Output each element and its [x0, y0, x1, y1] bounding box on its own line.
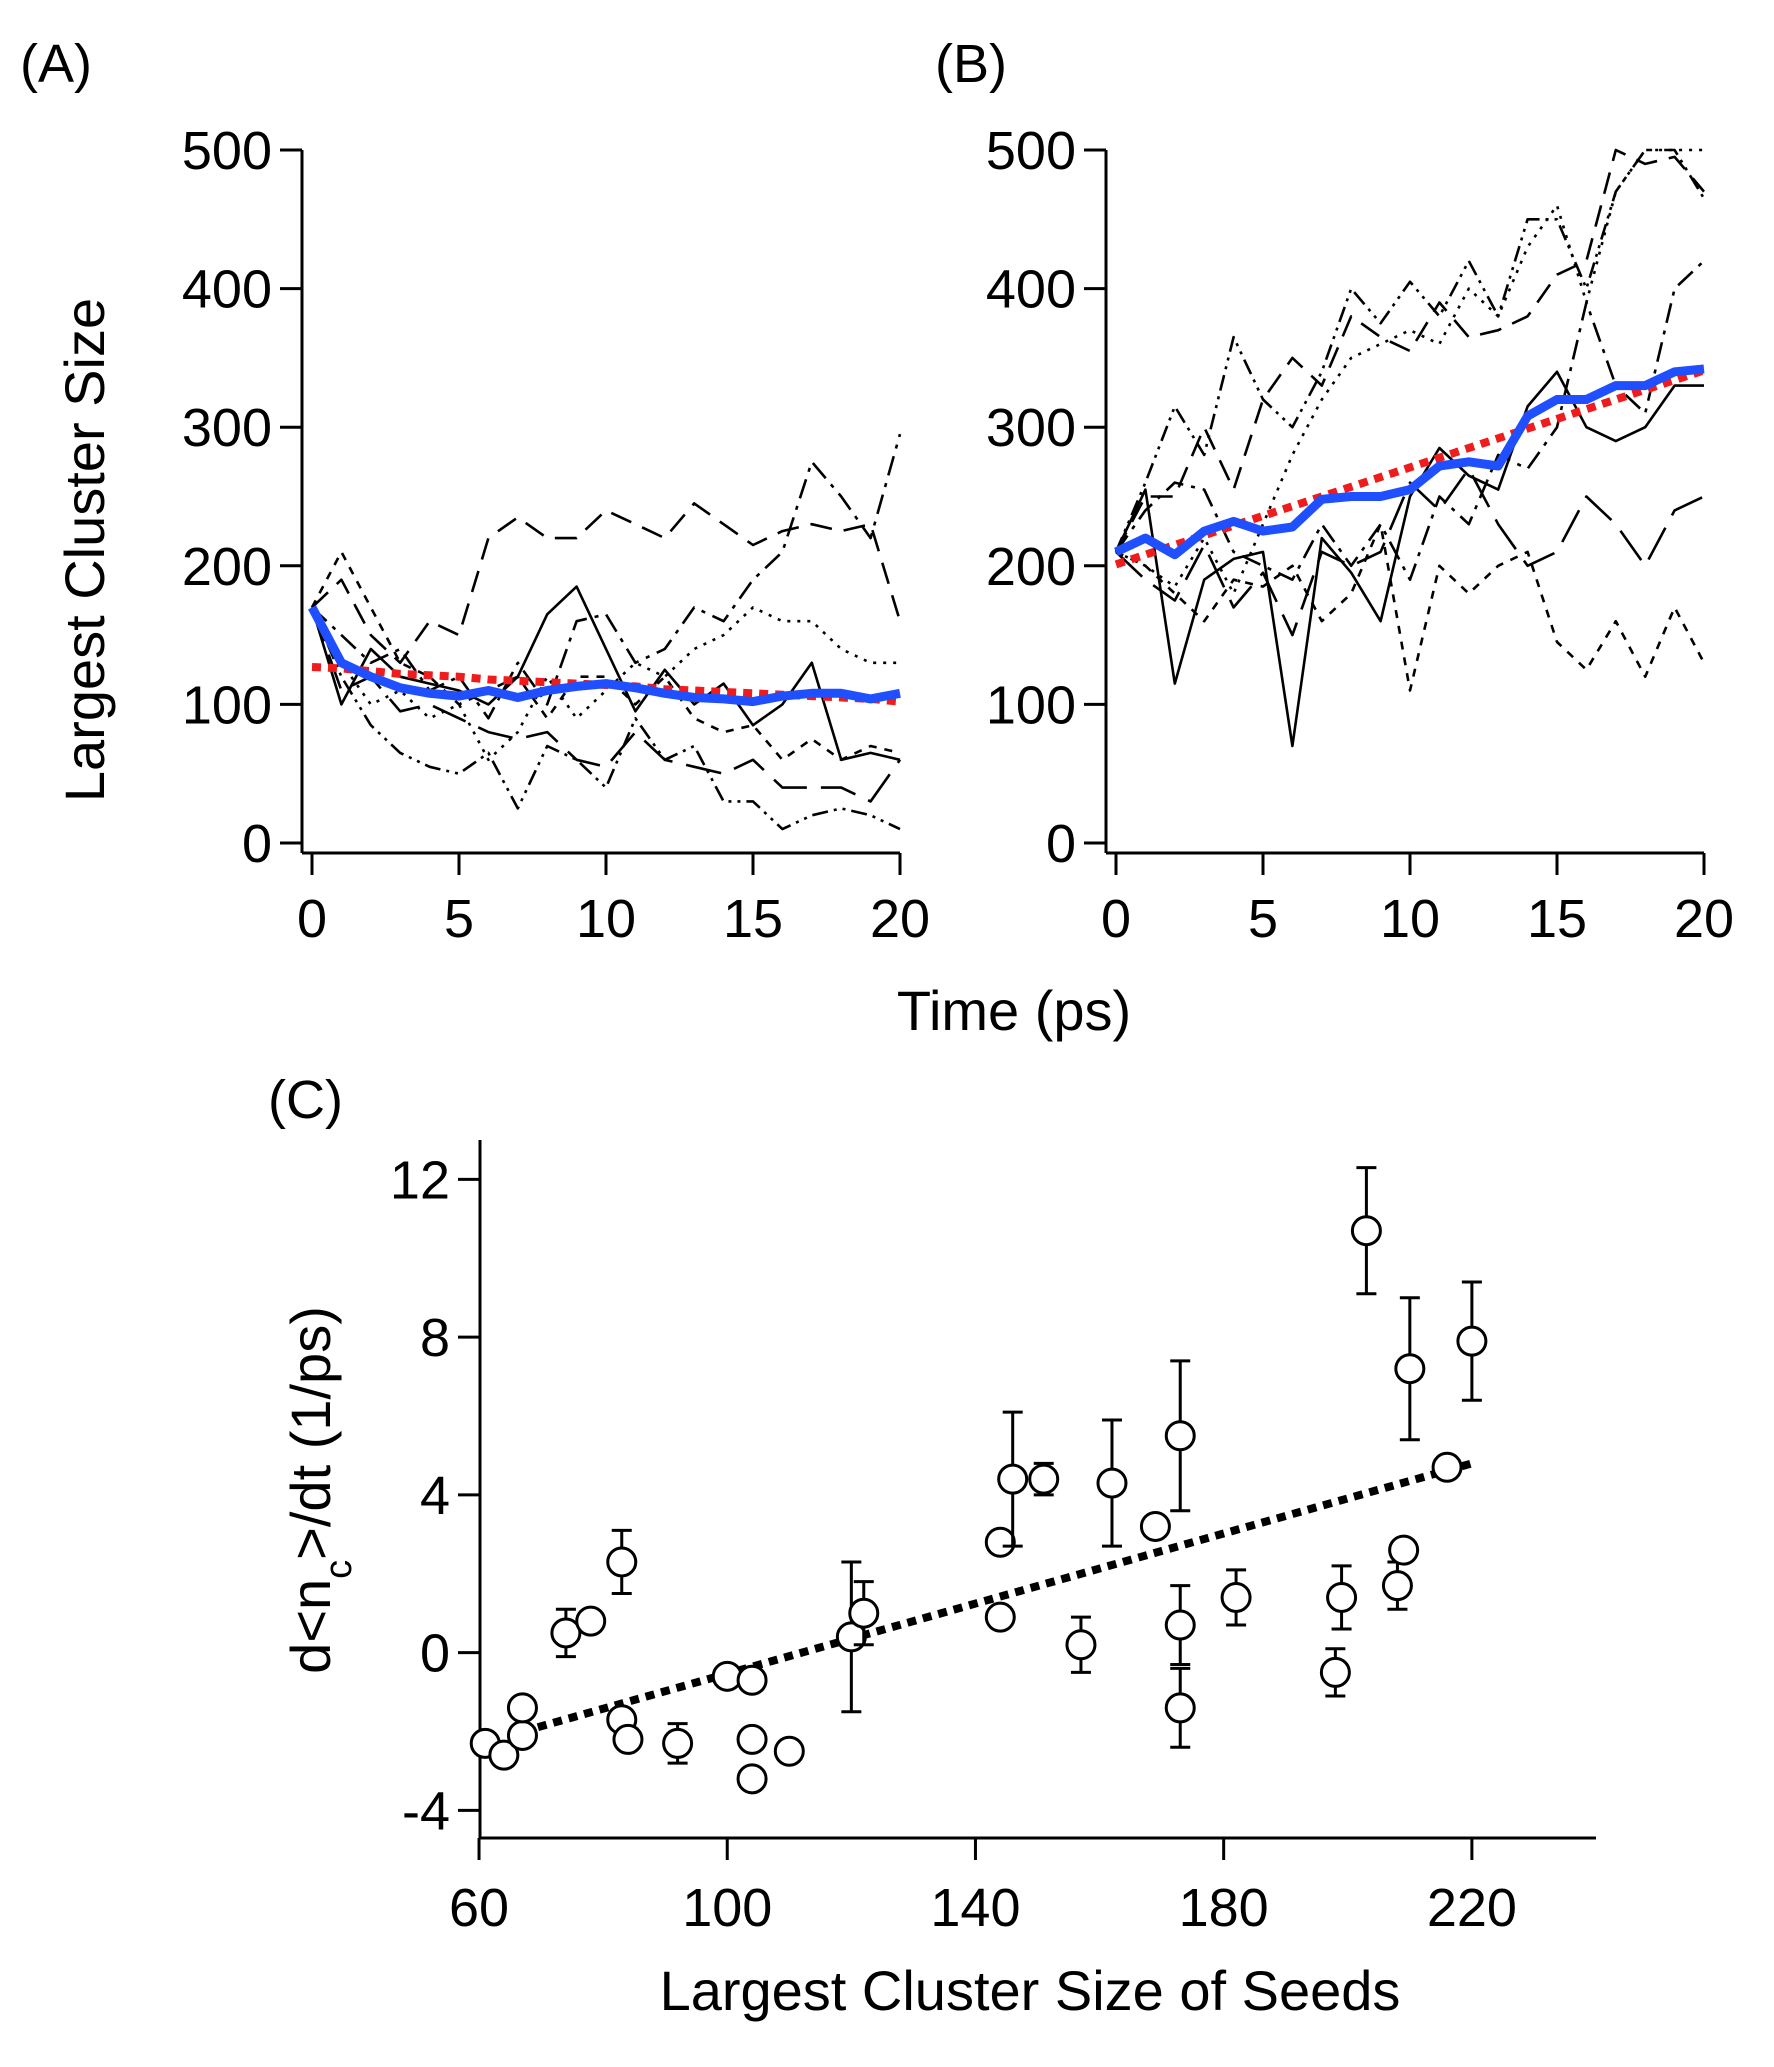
y-tick-label: 0: [1046, 814, 1076, 874]
panel-b-plot-area: 0 100 200 300 400 500 0 5 10 15 20: [986, 121, 1734, 949]
x-tick-label: 15: [1527, 889, 1587, 949]
series-trajectory-3: [311, 433, 902, 720]
series-trajectory-5: [1114, 259, 1705, 582]
c-x-tick-label: 100: [682, 1878, 772, 1938]
c-data-point: [773, 1735, 805, 1767]
c-data-point: [984, 1601, 1016, 1633]
c-data-point: [1164, 1609, 1196, 1641]
series-trajectory-3: [1114, 148, 1706, 553]
panel-a-ylabel: Largest Cluster Size: [53, 298, 116, 802]
series-trajectory-2: [1114, 148, 1705, 553]
series-trajectory-5: [310, 606, 901, 831]
c-data-point: [984, 1526, 1016, 1558]
x-tick-label: 0: [297, 889, 327, 949]
x-tick-label: 10: [1380, 889, 1440, 949]
panel-c-ylabel-post: >/dt (1/ps): [279, 1306, 342, 1560]
c-data-point: [736, 1763, 768, 1795]
c-data-point: [1139, 1510, 1171, 1542]
y-tick-label: 200: [986, 537, 1076, 597]
panel-c-ylabel-pre: d<n: [279, 1579, 342, 1674]
series-trajectory-7: [310, 550, 901, 762]
panel-c-label: (C): [268, 1070, 343, 1130]
c-data-point: [848, 1597, 880, 1629]
y-tick-label: 200: [182, 537, 272, 597]
x-tick-label: 5: [444, 889, 474, 949]
c-data-point: [1381, 1570, 1413, 1602]
series-average: [308, 605, 901, 707]
x-tick-label: 20: [870, 889, 930, 949]
c-x-tick-label: 140: [930, 1878, 1020, 1938]
series-trajectory-1: [310, 585, 901, 762]
c-data-point: [1431, 1451, 1463, 1483]
y-tick-label: 300: [986, 398, 1076, 458]
y-tick-label: 400: [986, 260, 1076, 320]
c-data-point: [1028, 1463, 1060, 1495]
c-data-point: [1319, 1656, 1351, 1688]
y-tick-label: 400: [182, 260, 272, 320]
c-data-point: [575, 1605, 607, 1637]
c-y-tick-label: 12: [390, 1150, 450, 1210]
series-trajectory-6: [310, 606, 902, 803]
c-data-point: [1350, 1215, 1382, 1247]
y-tick-label: 0: [242, 814, 272, 874]
c-x-tick-label: 180: [1179, 1878, 1269, 1938]
c-data-point: [662, 1727, 694, 1759]
series-trajectory-1: [1114, 370, 1704, 748]
c-data-point: [736, 1664, 768, 1696]
panel-c-ylabel-sub: c: [318, 1560, 360, 1579]
panel-c-ylabel: d<nc>/dt (1/ps): [279, 1306, 360, 1674]
c-y-tick-label: 4: [420, 1466, 450, 1526]
x-tick-label: 20: [1674, 889, 1734, 949]
panel-a-plot-area: 0 100 200 300 400 500 0 5 10 15 20: [182, 121, 930, 949]
c-data-point: [1456, 1325, 1488, 1357]
c-data-point: [488, 1739, 520, 1771]
series-trajectory-7: [1115, 522, 1706, 692]
panel-c-xlabel: Largest Cluster Size of Seeds: [660, 1959, 1401, 2022]
c-data-point: [711, 1660, 743, 1692]
c-data-point: [1220, 1581, 1252, 1613]
c-data-point: [1096, 1467, 1128, 1499]
panel-c: (C) d<nc>/dt (1/ps) Largest Cluster Size…: [268, 1070, 1596, 2022]
time-axis-title: Time (ps): [897, 979, 1131, 1042]
y-tick-label: 300: [182, 398, 272, 458]
panel-b-label: (B): [935, 34, 1007, 94]
c-fit-line: [521, 1459, 1473, 1736]
series-trajectory-2: [311, 502, 902, 665]
x-tick-label: 10: [576, 889, 636, 949]
c-data-point: [736, 1723, 768, 1755]
series-trajectory-6: [1115, 467, 1705, 637]
x-tick-label: 0: [1101, 889, 1131, 949]
c-data-point: [1388, 1534, 1420, 1566]
y-tick-label: 500: [182, 121, 272, 181]
c-x-tick-label: 60: [449, 1878, 509, 1938]
panel-b: (B) 0 100 200 300 400 500 0 5 10 15 20: [935, 34, 1734, 949]
c-x-tick-label: 220: [1427, 1878, 1517, 1938]
c-data-point: [506, 1692, 538, 1724]
c-data-point: [550, 1617, 582, 1649]
x-tick-label: 15: [723, 889, 783, 949]
c-y-tick-label: 0: [420, 1624, 450, 1684]
c-data-point: [606, 1546, 638, 1578]
series-average: [1114, 364, 1705, 560]
y-tick-label: 100: [182, 675, 272, 735]
c-data-point: [1394, 1353, 1426, 1385]
c-y-tick-label: -4: [402, 1781, 450, 1841]
x-tick-label: 5: [1248, 889, 1278, 949]
y-tick-label: 500: [986, 121, 1076, 181]
c-data-point: [997, 1463, 1029, 1495]
y-tick-label: 100: [986, 675, 1076, 735]
c-data-point: [506, 1719, 538, 1751]
c-data-point: [1164, 1420, 1196, 1452]
panel-a-label: (A): [20, 34, 92, 94]
c-data-point: [1326, 1581, 1358, 1613]
c-data-point: [612, 1723, 644, 1755]
panel-c-plot-area: -4 0 4 8 12 60 100 140 180 220: [390, 1140, 1596, 1938]
panel-a: (A) Largest Cluster Size 010020030040050…: [20, 34, 930, 949]
c-y-tick-label: 8: [420, 1308, 450, 1368]
c-data-point: [1065, 1629, 1097, 1661]
c-data-point: [1164, 1692, 1196, 1724]
